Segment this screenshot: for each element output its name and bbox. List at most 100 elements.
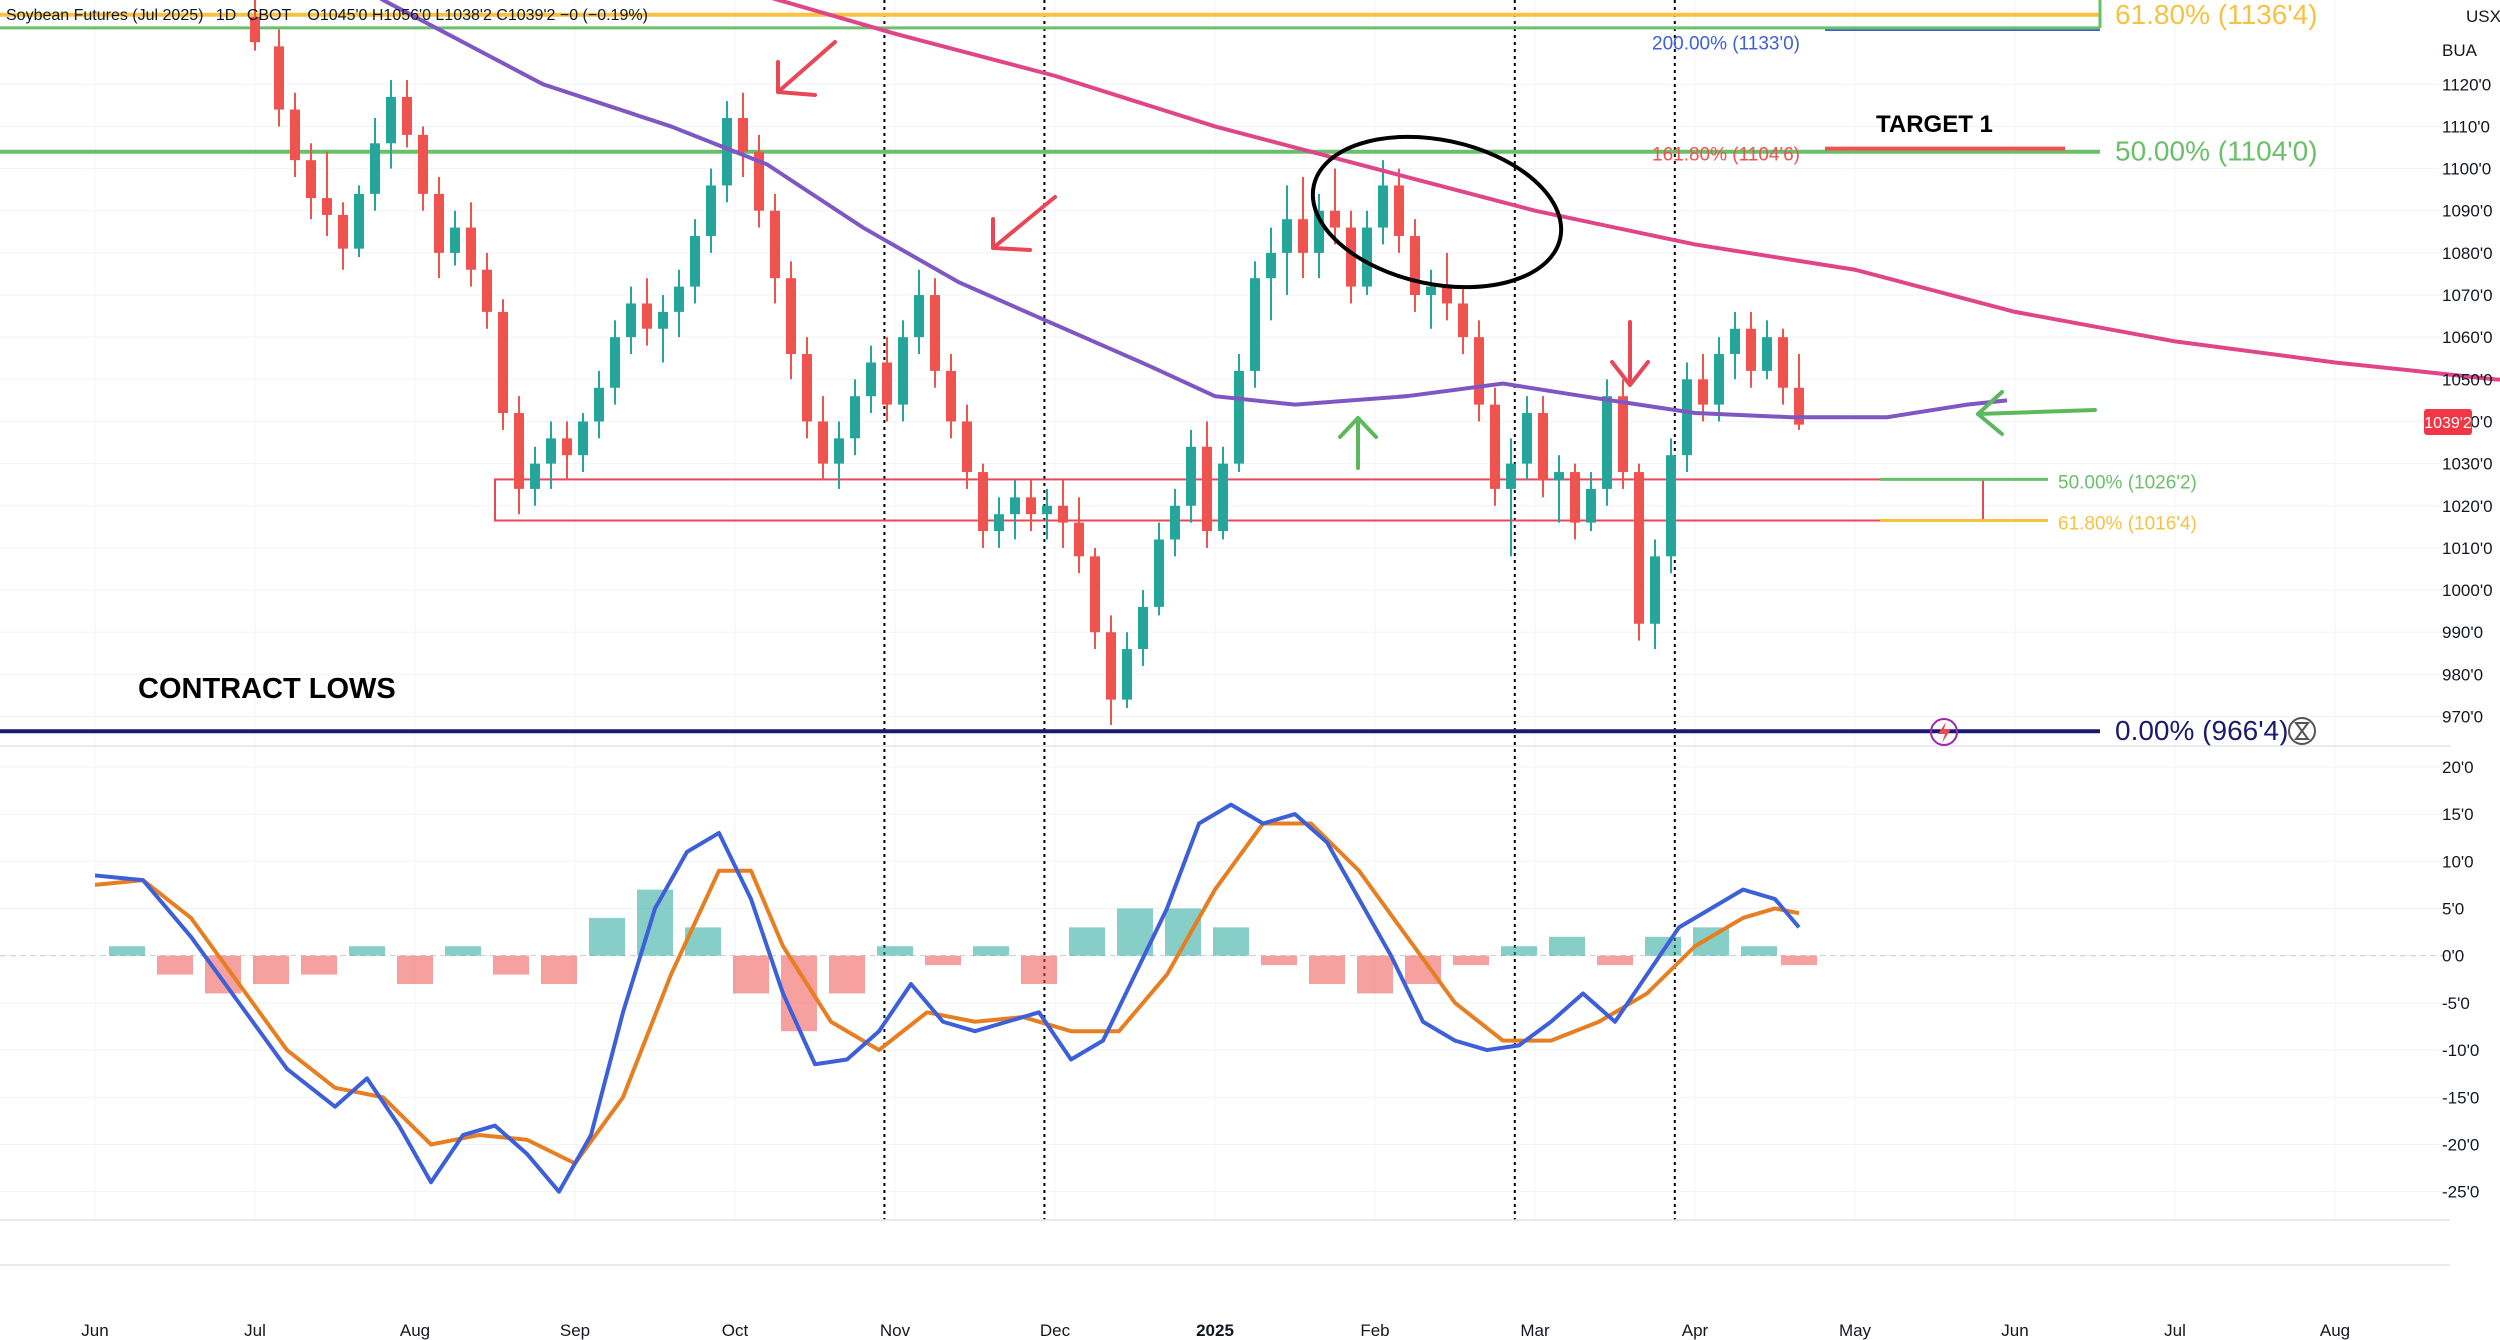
candle-body bbox=[594, 387, 604, 422]
target-label: TARGET 1 bbox=[1876, 111, 1993, 138]
candle-body bbox=[1186, 446, 1196, 506]
circle-annotation bbox=[1310, 134, 1564, 290]
macd-histogram-bar bbox=[1781, 955, 1817, 966]
price-tick-label: 1080'0 bbox=[2442, 244, 2493, 263]
candle-body bbox=[1074, 522, 1084, 557]
candle-body bbox=[946, 370, 956, 422]
time-tick-label: Sep bbox=[560, 1321, 590, 1340]
time-tick-label: Apr bbox=[1682, 1321, 1709, 1340]
macd-histogram-bar bbox=[109, 946, 145, 956]
candle-body bbox=[1634, 472, 1644, 624]
macd-histogram-bar bbox=[1693, 927, 1729, 956]
candle-body bbox=[770, 210, 780, 279]
candle-body bbox=[1650, 556, 1660, 624]
candle-body bbox=[1346, 227, 1356, 287]
candle-body bbox=[1026, 497, 1036, 515]
macd-histogram-bar bbox=[1549, 936, 1585, 956]
candle-body bbox=[562, 438, 572, 456]
macd-histogram-bar bbox=[1645, 936, 1681, 956]
time-tick-label: Oct bbox=[722, 1321, 749, 1340]
macd-histogram-bar bbox=[445, 946, 481, 956]
fib-label: 50.00% (1026'2) bbox=[2058, 472, 2197, 493]
macd-histogram-bar bbox=[157, 955, 193, 975]
candle-body bbox=[1698, 379, 1708, 405]
signal-line bbox=[94, 821, 1800, 1166]
candlestick-series bbox=[250, 0, 1804, 725]
macd-histogram-bar bbox=[1261, 955, 1297, 966]
candle-body bbox=[1410, 236, 1420, 296]
candle-body bbox=[498, 311, 508, 414]
red-arrow bbox=[1610, 320, 1650, 387]
candle-body bbox=[1170, 505, 1180, 540]
candle-body bbox=[1010, 497, 1020, 515]
candle-body bbox=[690, 236, 700, 287]
candle-body bbox=[274, 46, 284, 110]
price-tick-label: 1050'0 bbox=[2442, 370, 2493, 389]
price-tick-label: 980'0 bbox=[2442, 665, 2483, 684]
macd-tick-label: -25'0 bbox=[2442, 1183, 2479, 1202]
candle-body bbox=[1154, 539, 1164, 607]
candle-body bbox=[642, 303, 652, 329]
time-tick-label: Feb bbox=[1360, 1321, 1389, 1340]
fib-label: 161.80% (1104'6) bbox=[1652, 145, 1800, 166]
candle-body bbox=[898, 337, 908, 405]
candle-body bbox=[1394, 185, 1404, 237]
macd-histogram-bar bbox=[1357, 955, 1393, 994]
price-tick-label: 1090'0 bbox=[2442, 202, 2493, 221]
candle-body bbox=[418, 134, 428, 194]
macd-line bbox=[94, 802, 1801, 1194]
fibonacci-levels: 61.80% (1136'4) 50.00% (1104'0) 0.00% (966… bbox=[0, 0, 2318, 746]
candle-body bbox=[818, 421, 828, 464]
last-price-badge[interactable]: 1039'2 bbox=[2424, 409, 2472, 435]
candle-body bbox=[626, 303, 636, 338]
candle-body bbox=[706, 185, 716, 237]
candle-body bbox=[1490, 404, 1500, 489]
candle-body bbox=[738, 118, 748, 152]
candle-body bbox=[1714, 354, 1724, 405]
price-axis[interactable]: 1120'0 1110'0 1100'0 1090'0 1080'0 1070'0 1060… bbox=[2442, 75, 2493, 726]
candle-body bbox=[1298, 219, 1308, 253]
time-tick-label: Jun bbox=[81, 1321, 108, 1340]
hourglass-icon[interactable] bbox=[2288, 717, 2316, 745]
unit-badge[interactable]: BUA bbox=[2442, 41, 2478, 60]
annotation-shapes bbox=[776, 40, 2097, 470]
currency-badge[interactable]: USX bbox=[2466, 7, 2500, 26]
macd-histogram-bar bbox=[925, 955, 961, 966]
time-axis[interactable]: Jun Jul Aug Sep Oct Nov Dec 2025 Feb Mar Apr May Jun… bbox=[81, 1321, 2350, 1340]
candle-body bbox=[578, 421, 588, 456]
candle-body bbox=[1554, 472, 1564, 481]
time-tick-label: Jul bbox=[2164, 1321, 2186, 1340]
macd-histogram-bar bbox=[1741, 946, 1777, 956]
candle-body bbox=[290, 109, 300, 161]
time-tick-label: Nov bbox=[880, 1321, 911, 1340]
lightning-icon[interactable] bbox=[1930, 718, 1958, 746]
price-tick-label: 1010'0 bbox=[2442, 539, 2493, 558]
candle-body bbox=[1426, 286, 1436, 296]
macd-histogram-bar bbox=[349, 946, 385, 956]
price-tick-label: 970'0 bbox=[2442, 707, 2483, 726]
macd-tick-label: -15'0 bbox=[2442, 1088, 2479, 1107]
candle-body bbox=[754, 151, 764, 211]
macd-tick-label: 20'0 bbox=[2442, 758, 2474, 777]
macd-histogram-bar bbox=[589, 917, 625, 956]
candle-body bbox=[1090, 556, 1100, 633]
candle-body bbox=[674, 286, 684, 312]
candle-body bbox=[882, 362, 892, 405]
macd-tick-label: 5'0 bbox=[2442, 899, 2464, 918]
candle-body bbox=[1762, 337, 1772, 371]
candle-body bbox=[1250, 278, 1260, 371]
macd-histogram-bar bbox=[253, 955, 289, 984]
candle-body bbox=[610, 337, 620, 388]
candle-body bbox=[450, 227, 460, 253]
candle-body bbox=[1202, 446, 1212, 532]
candle-body bbox=[370, 143, 380, 194]
contract-lows-label: CONTRACT LOWS bbox=[138, 673, 396, 705]
candle-body bbox=[1362, 227, 1372, 287]
symbol-legend[interactable]: Soybean Futures (Jul 2025) 1D CBOT O1045… bbox=[6, 7, 648, 24]
time-tick-label: May bbox=[1839, 1321, 1872, 1340]
price-tick-label: 1120'0 bbox=[2442, 75, 2491, 94]
candle-body bbox=[1138, 606, 1148, 650]
candle-body bbox=[850, 396, 860, 439]
time-tick-label: Dec bbox=[1040, 1321, 1071, 1340]
